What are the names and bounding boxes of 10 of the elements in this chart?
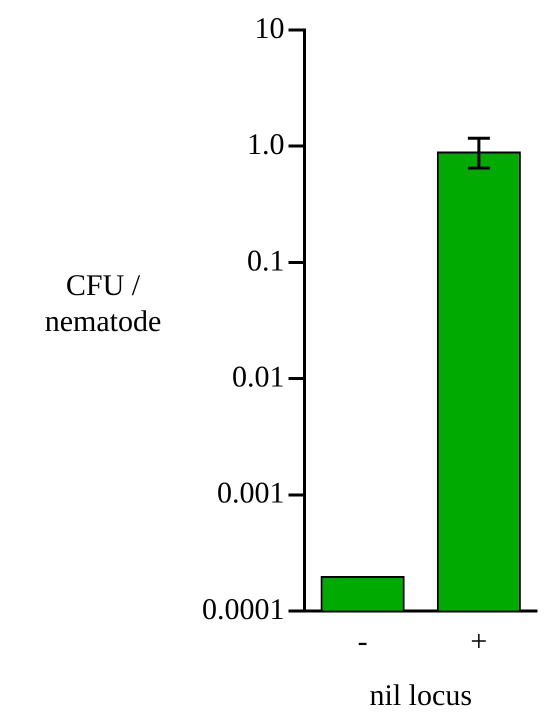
x-tick-label: - bbox=[358, 624, 368, 658]
y-tick-label: 0.0001 bbox=[202, 592, 284, 626]
x-axis-title: nil locus bbox=[370, 678, 472, 712]
y-tick-label: 1.0 bbox=[247, 128, 284, 162]
y-tick-label: 10 bbox=[254, 12, 284, 45]
y-tick-label: 0.01 bbox=[232, 360, 284, 394]
x-tick-label: + bbox=[470, 624, 488, 658]
y-tick-label: 0.001 bbox=[217, 476, 284, 510]
y-tick-label: 0.1 bbox=[247, 244, 284, 278]
y-axis-title: CFU / nematode bbox=[44, 268, 162, 340]
